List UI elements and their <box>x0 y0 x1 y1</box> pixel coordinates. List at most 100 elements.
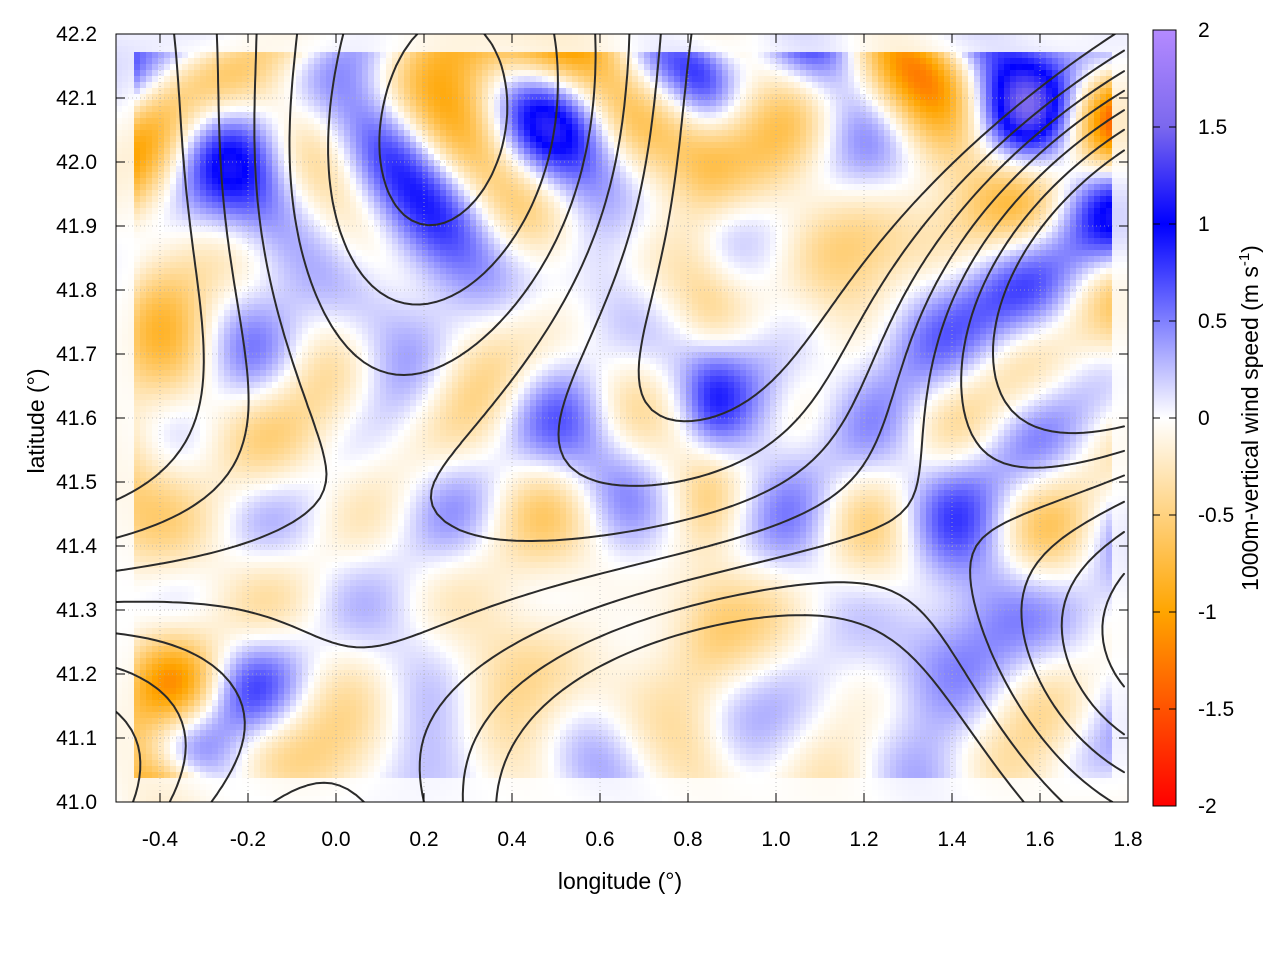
heatmap-cell <box>836 124 842 130</box>
heatmap-cell <box>440 58 446 64</box>
heatmap-cell <box>584 40 590 46</box>
heatmap-cell <box>410 106 416 112</box>
heatmap-cell <box>542 40 548 46</box>
heatmap-cell <box>266 40 272 46</box>
heatmap-cell <box>992 112 998 118</box>
heatmap-cell <box>566 160 572 166</box>
heatmap-cell <box>1118 166 1124 172</box>
heatmap-cell <box>650 58 656 64</box>
heatmap-cell <box>194 160 200 166</box>
heatmap-cell <box>446 172 452 178</box>
heatmap-cell <box>986 64 992 70</box>
heatmap-cell <box>728 202 734 208</box>
heatmap-cell <box>296 130 302 136</box>
heatmap-cell <box>572 70 578 76</box>
heatmap-cell <box>656 40 662 46</box>
heatmap-cell <box>524 118 530 124</box>
heatmap-cell <box>464 118 470 124</box>
heatmap-cell <box>188 88 194 94</box>
heatmap-cell <box>1010 124 1016 130</box>
heatmap-cell <box>824 52 830 58</box>
heatmap-cell <box>728 112 734 118</box>
heatmap-cell <box>164 64 170 70</box>
heatmap-cell <box>620 178 626 184</box>
heatmap-cell <box>302 166 308 172</box>
heatmap-cell <box>134 34 140 40</box>
heatmap-cell <box>494 88 500 94</box>
heatmap-cell <box>140 190 146 196</box>
heatmap-cell <box>572 100 578 106</box>
heatmap-cell <box>296 148 302 154</box>
heatmap-cell <box>134 106 140 112</box>
heatmap-cell <box>698 64 704 70</box>
heatmap-cell <box>296 64 302 70</box>
heatmap-cell <box>566 112 572 118</box>
heatmap-cell <box>380 58 386 64</box>
heatmap-cell <box>218 142 224 148</box>
heatmap-cell <box>674 64 680 70</box>
heatmap-cell <box>338 136 344 142</box>
heatmap-cell <box>956 112 962 118</box>
heatmap-cell <box>386 154 392 160</box>
heatmap-cell <box>710 124 716 130</box>
heatmap-cell <box>842 112 848 118</box>
heatmap-cell <box>1052 154 1058 160</box>
heatmap-cell <box>116 208 122 214</box>
heatmap-cell <box>938 76 944 82</box>
heatmap-cell <box>404 46 410 52</box>
heatmap-cell <box>320 124 326 130</box>
heatmap-cell <box>746 118 752 124</box>
heatmap-cell <box>164 172 170 178</box>
heatmap-cell <box>944 130 950 136</box>
heatmap-cell <box>1100 178 1106 184</box>
heatmap-cell <box>152 40 158 46</box>
heatmap-cell <box>1076 190 1082 196</box>
heatmap-cell <box>734 106 740 112</box>
heatmap-cell <box>866 172 872 178</box>
heatmap-cell <box>758 46 764 52</box>
heatmap-cell <box>200 160 206 166</box>
heatmap-cell <box>788 106 794 112</box>
heatmap-cell <box>1040 70 1046 76</box>
heatmap-cell <box>650 70 656 76</box>
heatmap-cell <box>1070 76 1076 82</box>
heatmap-cell <box>674 124 680 130</box>
heatmap-cell <box>1100 70 1106 76</box>
heatmap-cell <box>140 160 146 166</box>
heatmap-cell <box>356 190 362 196</box>
heatmap-cell <box>392 82 398 88</box>
heatmap-cell <box>374 46 380 52</box>
heatmap-cell <box>830 196 836 202</box>
heatmap-cell <box>788 130 794 136</box>
heatmap-cell <box>752 118 758 124</box>
heatmap-cell <box>548 124 554 130</box>
heatmap-cell <box>1088 202 1094 208</box>
heatmap-cell <box>914 64 920 70</box>
heatmap-cell <box>338 130 344 136</box>
heatmap-cell <box>206 196 212 202</box>
heatmap-cell <box>422 160 428 166</box>
heatmap-cell <box>494 70 500 76</box>
heatmap-cell <box>758 130 764 136</box>
heatmap-cell <box>788 190 794 196</box>
heatmap-cell <box>386 130 392 136</box>
heatmap-cell <box>302 94 308 100</box>
heatmap-cell <box>662 202 668 208</box>
heatmap-cell <box>374 124 380 130</box>
heatmap-cell <box>1088 142 1094 148</box>
heatmap-cell <box>872 118 878 124</box>
heatmap-cell <box>878 112 884 118</box>
heatmap-cell <box>260 58 266 64</box>
heatmap-cell <box>392 136 398 142</box>
heatmap-cell <box>764 166 770 172</box>
heatmap-cell <box>848 124 854 130</box>
heatmap-cell <box>626 130 632 136</box>
heatmap-cell <box>422 40 428 46</box>
heatmap-cell <box>152 196 158 202</box>
heatmap-cell <box>170 130 176 136</box>
heatmap-cell <box>734 196 740 202</box>
heatmap-cell <box>572 76 578 82</box>
heatmap-cell <box>776 40 782 46</box>
heatmap-cell <box>1100 196 1106 202</box>
heatmap-cell <box>626 142 632 148</box>
